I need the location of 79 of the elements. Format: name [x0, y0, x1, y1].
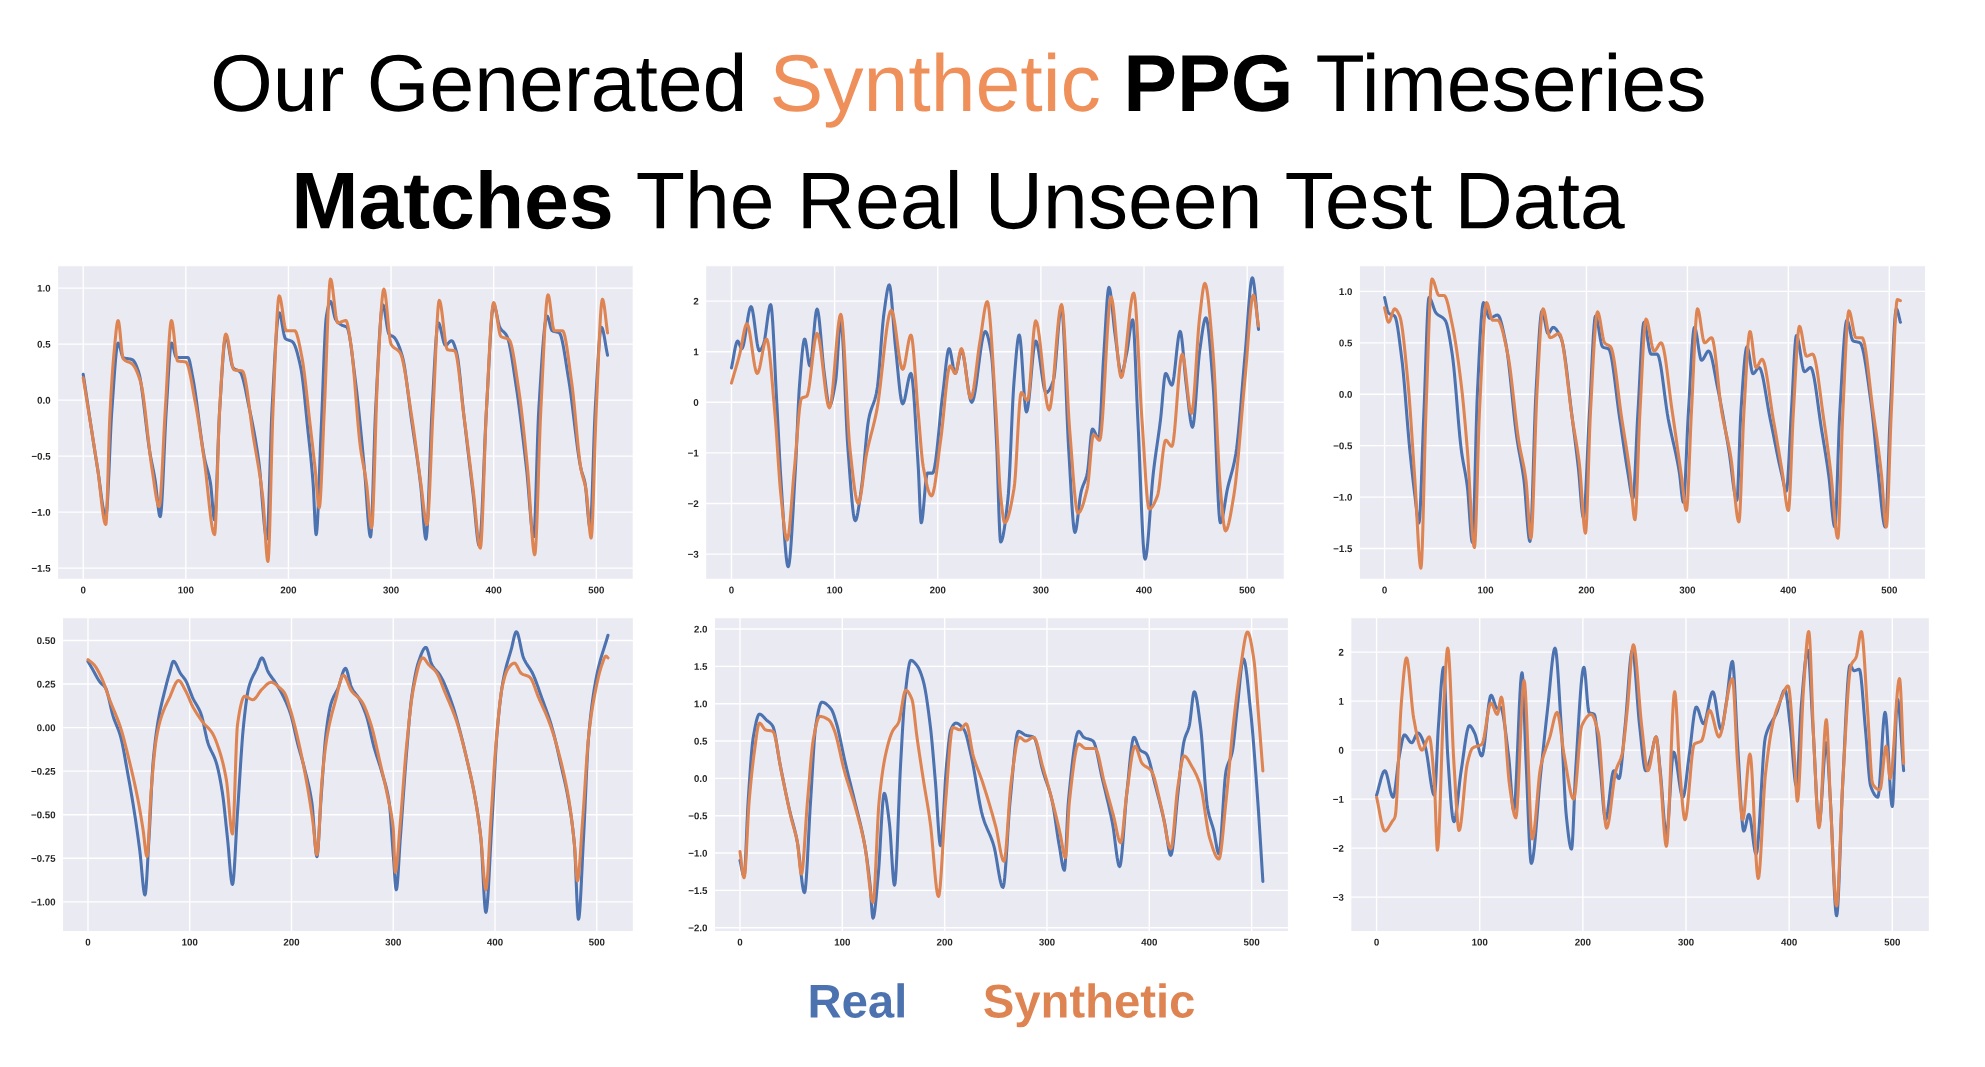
x-tick-label: 300: [1039, 938, 1055, 946]
y-tick-label: 2: [693, 297, 699, 305]
x-tick-label: 200: [936, 938, 953, 946]
y-tick-label: 2: [1338, 648, 1344, 656]
text: Synthetic: [984, 983, 1194, 1028]
y-tick-label: 0.5: [37, 340, 51, 348]
y-tick-label: 1: [693, 348, 699, 356]
x-tick-label: 400: [1141, 938, 1158, 946]
y-tick-label: −0.50: [31, 811, 56, 819]
y-tick-label: 0.5: [1339, 339, 1353, 347]
x-tick-label: 300: [1679, 586, 1696, 594]
x-tick-label: 400: [1781, 938, 1797, 946]
y-tick-label: −2: [688, 500, 699, 508]
y-tick-label: 1: [1339, 697, 1344, 705]
y-tick-label: 0.50: [37, 637, 56, 645]
x-tick-label: 400: [487, 938, 503, 946]
x-tick-label: 500: [1243, 938, 1260, 946]
x-tick-label: 200: [929, 586, 946, 594]
y-tick-label: 2.0: [694, 625, 708, 633]
x-tick-label: 0: [1382, 586, 1387, 594]
x-tick-label: 100: [827, 586, 843, 594]
x-tick-label: 300: [1032, 586, 1049, 594]
y-tick-label: 0: [693, 399, 699, 406]
y-tick-label: 0.0: [37, 396, 51, 404]
y-tick-label: −0.75: [31, 855, 56, 862]
y-tick-label: 1.0: [1339, 288, 1352, 296]
y-tick-label: −1.0: [688, 849, 708, 857]
y-tick-label: −1.0: [31, 508, 51, 516]
y-tick-label: 1.0: [694, 700, 708, 708]
x-tick-label: 100: [1472, 938, 1488, 946]
x-tick-label: 400: [1780, 586, 1797, 594]
y-tick-label: −2: [1333, 844, 1344, 852]
y-tick-label: −1.5: [1333, 545, 1353, 553]
x-tick-label: 200: [280, 586, 297, 594]
x-tick-label: 200: [1575, 938, 1591, 946]
x-tick-label: 0: [729, 586, 734, 594]
y-tick-label: −1.0: [1333, 493, 1352, 501]
y-tick-label: −3: [688, 550, 699, 558]
y-tick-label: 0.25: [37, 680, 56, 688]
y-tick-label: 1.0: [37, 284, 51, 292]
y-tick-label: −3: [1333, 893, 1344, 901]
x-tick-label: 0: [1374, 938, 1379, 946]
y-tick-label: −0.5: [31, 452, 51, 460]
x-tick-label: 300: [385, 938, 401, 946]
x-tick-label: 100: [834, 938, 851, 946]
y-tick-label: 0.0: [1339, 390, 1352, 398]
y-tick-label: −1.5: [688, 887, 708, 895]
y-tick-label: 0.0: [694, 775, 708, 782]
x-tick-label: 100: [182, 938, 198, 946]
x-tick-label: 300: [383, 586, 399, 594]
x-tick-label: 500: [1884, 938, 1900, 946]
x-tick-label: 500: [1239, 586, 1255, 594]
y-tick-label: −1: [1333, 795, 1344, 803]
y-tick-label: −0.5: [1333, 442, 1353, 450]
x-tick-label: 500: [1881, 586, 1898, 594]
y-tick-label: 0.00: [37, 724, 56, 732]
x-tick-label: 200: [283, 938, 300, 946]
y-tick-label: 0: [1338, 746, 1344, 754]
x-tick-label: 0: [737, 938, 743, 946]
series-label: Real: [810, 983, 904, 1018]
x-tick-label: 400: [1136, 586, 1152, 594]
chart-title: Our Generated Synthetic PPG Timeseries Matches The Real Unseen Test Data: [213, 52, 1704, 230]
x-tick-label: 300: [1678, 938, 1694, 946]
y-tick-label: −1.00: [31, 898, 56, 906]
y-tick-label: −0.5: [688, 812, 708, 820]
y-tick-label: 0.5: [694, 737, 708, 745]
y-tick-label: −1: [688, 449, 699, 457]
y-tick-label: −0.25: [31, 767, 56, 775]
y-tick-label: 1.5: [694, 663, 708, 670]
x-tick-label: 100: [178, 586, 194, 594]
x-tick-label: 400: [485, 586, 502, 594]
x-tick-label: 500: [588, 586, 604, 594]
x-tick-label: 0: [85, 938, 91, 946]
x-tick-label: 100: [1478, 586, 1494, 594]
y-tick-label: −2.0: [688, 924, 708, 932]
x-tick-label: 0: [80, 586, 86, 594]
x-tick-label: 500: [588, 938, 605, 946]
x-tick-label: 200: [1578, 586, 1595, 594]
y-tick-label: −1.5: [31, 565, 51, 572]
